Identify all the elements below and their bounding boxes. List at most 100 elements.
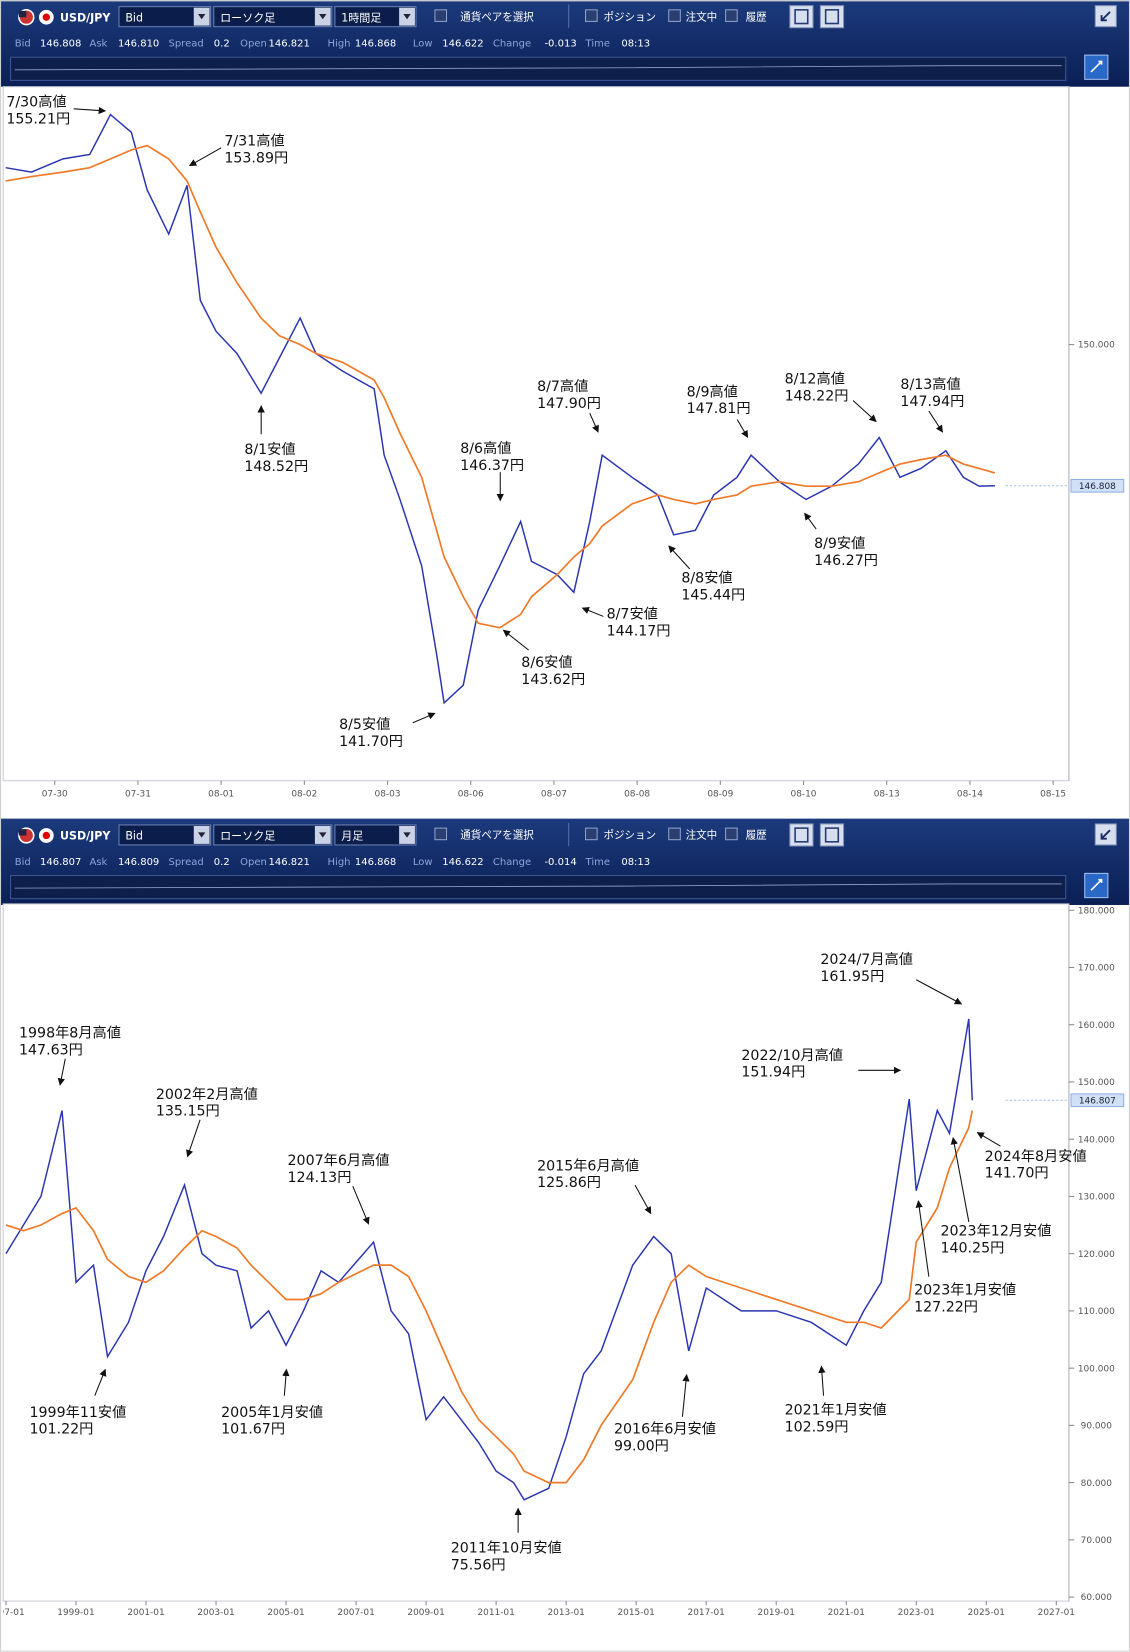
quote-value: 0.2 (214, 39, 230, 50)
annotation-arrow (73, 106, 107, 115)
annotation-arrow (950, 1136, 970, 1223)
checkbox-label[interactable]: 履歴 (746, 830, 768, 842)
checkbox[interactable] (434, 9, 448, 22)
dropdown[interactable]: Bid (118, 824, 212, 846)
dropdown-arrow[interactable] (319, 832, 327, 838)
annotation-price: 135.15円 (156, 1104, 220, 1120)
quote-label: Ask (90, 39, 108, 50)
dropdown-box[interactable] (118, 824, 212, 846)
quote-value: 08:13 (621, 857, 650, 868)
tool-button[interactable] (819, 5, 845, 29)
dropdown[interactable]: Bid (118, 6, 212, 28)
quote-label: Time (585, 857, 610, 868)
annotation-label: 2023年1月安値 (914, 1282, 1016, 1299)
last-price-box (1070, 1093, 1125, 1108)
dropdown-value[interactable]: ローソク足 (220, 11, 275, 24)
dropdown-arrow[interactable] (403, 832, 411, 838)
dropdown[interactable]: ローソク足 (213, 6, 333, 28)
navigator[interactable] (10, 56, 1067, 81)
dropdown-value[interactable]: 1時間足 (341, 11, 381, 24)
checkbox[interactable] (668, 827, 681, 841)
annotation-price: 140.25円 (940, 1241, 1004, 1257)
checkbox[interactable] (585, 827, 598, 841)
tool-button[interactable] (789, 823, 814, 847)
x-tick-label: 08-14 (957, 790, 983, 800)
flag-jp-sun (42, 13, 51, 21)
quote-value: 0.2 (214, 857, 230, 868)
tool-button[interactable] (819, 823, 845, 847)
flag-us-canton (18, 10, 27, 18)
dropdown-box[interactable] (213, 824, 333, 846)
x-tick-label: 2025-01 (968, 1608, 1005, 1618)
checkbox[interactable] (434, 827, 448, 841)
price-line (5, 113, 995, 705)
annotation-label: 2002年2月高値 (156, 1086, 258, 1103)
x-tick-label: 2005-01 (267, 1608, 304, 1618)
annotation-price: 147.63円 (19, 1043, 83, 1059)
dropdown[interactable]: 1時間足 (334, 6, 417, 28)
checkbox-label[interactable]: 履歴 (746, 11, 768, 23)
dropdown-arrow[interactable] (197, 832, 206, 838)
checkbox-label[interactable]: ポジション (603, 11, 656, 23)
navigator[interactable] (10, 874, 1067, 900)
dropdown-value[interactable]: Bid (125, 830, 143, 843)
y-tick-label: 110.000 (1078, 1307, 1115, 1317)
tool-icon (824, 9, 840, 25)
annotation-price: 147.81円 (687, 401, 751, 417)
checkbox[interactable] (585, 9, 598, 22)
checkbox-label[interactable]: ポジション (603, 830, 656, 842)
annotation-label: 2005年1月安値 (221, 1404, 323, 1421)
quote-label: Change (493, 857, 531, 868)
dropdown-box[interactable] (334, 6, 417, 28)
y-tick-label: 150.000 (1078, 341, 1115, 351)
quote-value: 146.809 (118, 857, 159, 868)
collapse-icon (1100, 829, 1111, 840)
annotation-arrow (581, 607, 604, 617)
quote-value: 146.821 (269, 857, 310, 868)
annotation-label: 8/6高値 (460, 440, 511, 457)
dropdown-arrow[interactable] (197, 14, 206, 20)
dropdown-arrow[interactable] (319, 14, 327, 20)
annotation-arrow (94, 1368, 107, 1396)
quote-value: -0.014 (544, 857, 576, 868)
x-tick-label: 2017-01 (688, 1608, 725, 1618)
x-tick-label: 1997-01 (0, 1608, 25, 1618)
annotation-price: 144.17円 (607, 623, 671, 639)
quote-label: Low (413, 857, 433, 868)
quote-value: 146.807 (40, 857, 81, 868)
checkbox-label[interactable]: 通貨ペアを選択 (460, 10, 534, 23)
dropdown-value[interactable]: ローソク足 (220, 830, 275, 843)
toolbar: USD/JPY Bid ローソク足 1時間足 通貨ペアを選択 ポジション 注文中 履歴 Bid 1… (0, 0, 1130, 87)
annotation-arrow (412, 712, 436, 724)
dropdown-box[interactable] (213, 6, 333, 28)
x-tick-label: 07-30 (42, 790, 68, 800)
checkbox[interactable] (725, 9, 738, 22)
dropdown[interactable]: 月足 (334, 824, 417, 846)
x-tick-label: 2027-01 (1038, 1608, 1075, 1618)
y-tick-label: 140.000 (1078, 1135, 1115, 1145)
x-tick-label: 2003-01 (197, 1608, 234, 1618)
x-tick-label: 2001-01 (127, 1608, 164, 1618)
annotation-label: 7/30高値 (6, 94, 66, 111)
checkbox[interactable] (725, 827, 738, 841)
checkbox-label[interactable]: 注文中 (686, 10, 718, 23)
scroll-icon (1090, 878, 1103, 891)
x-tick-label: 08-02 (291, 790, 317, 800)
annotation-arrow (915, 1200, 930, 1277)
dropdown-arrow[interactable] (403, 14, 411, 20)
dropdown[interactable]: ローソク足 (213, 824, 333, 846)
annotation-label: 8/5安値 (339, 716, 390, 733)
flag-us-canton (18, 829, 27, 836)
dropdown-box[interactable] (118, 6, 212, 28)
tool-button[interactable] (789, 5, 814, 29)
checkbox-label[interactable]: 注文中 (686, 829, 718, 842)
dropdown-value[interactable]: Bid (125, 11, 143, 24)
dropdown-box[interactable] (334, 824, 417, 846)
checkbox-label[interactable]: 通貨ペアを選択 (460, 829, 534, 842)
quote-label: Open (240, 857, 267, 868)
pair: USD/JPY (60, 830, 111, 843)
dropdown-value[interactable]: 月足 (341, 830, 363, 843)
x-tick-label: 2021-01 (828, 1608, 865, 1618)
checkbox[interactable] (668, 9, 681, 22)
